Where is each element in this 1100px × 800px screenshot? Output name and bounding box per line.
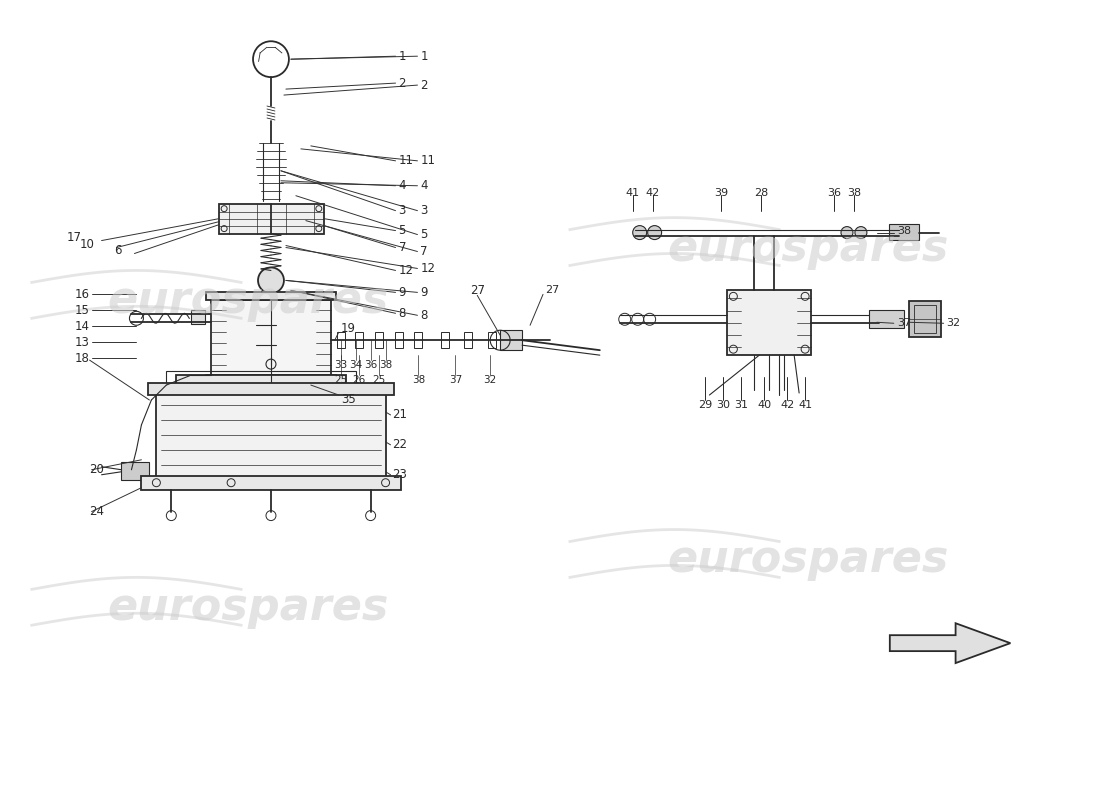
Text: 34: 34	[349, 360, 362, 370]
Bar	[206, 375, 336, 383]
Text: 23: 23	[393, 468, 407, 482]
Text: 32: 32	[484, 375, 497, 385]
Text: 21: 21	[393, 409, 407, 422]
Text: 3: 3	[420, 204, 428, 217]
Text: 16: 16	[75, 288, 89, 301]
Text: 25: 25	[372, 375, 385, 385]
Bar	[727, 290, 811, 355]
Text: 3: 3	[398, 204, 406, 217]
Bar	[441, 332, 450, 348]
Bar	[415, 332, 422, 348]
Text: 27: 27	[471, 284, 485, 297]
Text: eurospares: eurospares	[667, 227, 948, 270]
Text: 9: 9	[398, 286, 406, 299]
Bar	[337, 332, 344, 348]
Bar	[166, 371, 355, 395]
Bar	[889, 224, 918, 239]
Bar	[156, 390, 386, 480]
Text: eurospares: eurospares	[667, 538, 948, 581]
Bar	[211, 300, 331, 375]
Text: 4: 4	[398, 179, 406, 192]
Circle shape	[648, 226, 661, 239]
Text: 8: 8	[420, 309, 428, 322]
Text: 5: 5	[420, 228, 428, 241]
Bar	[176, 375, 345, 391]
Text: 12: 12	[398, 264, 414, 277]
Bar	[488, 332, 496, 348]
Text: 25: 25	[334, 375, 348, 385]
Text: 18: 18	[75, 352, 89, 365]
Text: 22: 22	[393, 438, 407, 451]
Text: eurospares: eurospares	[108, 586, 389, 629]
Bar	[914, 306, 936, 334]
Text: 15: 15	[75, 304, 89, 317]
Text: 19: 19	[341, 322, 355, 334]
Circle shape	[855, 226, 867, 238]
Bar	[500, 330, 522, 350]
Text: 12: 12	[420, 262, 436, 275]
Text: 38: 38	[847, 188, 861, 198]
Text: 28: 28	[755, 188, 769, 198]
Text: 31: 31	[735, 400, 748, 410]
Text: 37: 37	[449, 375, 462, 385]
Text: 36: 36	[364, 360, 377, 370]
Text: 7: 7	[420, 245, 428, 258]
Polygon shape	[890, 623, 1011, 663]
Text: 39: 39	[714, 188, 728, 198]
Text: 32: 32	[947, 318, 960, 328]
Text: 10: 10	[79, 238, 95, 251]
Circle shape	[632, 226, 647, 239]
Text: 6: 6	[114, 244, 121, 257]
Text: 7: 7	[398, 241, 406, 254]
Text: 13: 13	[75, 336, 89, 349]
Text: 11: 11	[420, 154, 436, 167]
Bar	[909, 302, 940, 338]
Text: 11: 11	[398, 154, 414, 167]
Circle shape	[842, 226, 852, 238]
Text: 26: 26	[352, 375, 365, 385]
Text: 14: 14	[75, 320, 89, 333]
Text: 41: 41	[798, 400, 812, 410]
Text: 42: 42	[646, 188, 660, 198]
Bar	[375, 332, 383, 348]
Text: 38: 38	[411, 375, 425, 385]
Text: 42: 42	[780, 400, 794, 410]
Text: 9: 9	[420, 286, 428, 299]
Text: 17: 17	[67, 231, 81, 244]
Circle shape	[258, 267, 284, 294]
Text: 4: 4	[420, 179, 428, 192]
Bar	[219, 204, 323, 234]
Text: 38: 38	[896, 226, 911, 235]
Text: eurospares: eurospares	[108, 279, 389, 322]
Text: 30: 30	[716, 400, 730, 410]
Text: 41: 41	[626, 188, 640, 198]
Text: 24: 24	[89, 505, 104, 518]
Bar	[869, 310, 904, 328]
Bar	[354, 332, 363, 348]
Bar	[206, 292, 336, 300]
Bar	[464, 332, 472, 348]
Bar	[191, 310, 206, 324]
Text: 5: 5	[398, 224, 406, 237]
Text: 40: 40	[757, 400, 771, 410]
Text: 1: 1	[398, 50, 406, 62]
Text: 37: 37	[896, 318, 911, 328]
Bar	[395, 332, 403, 348]
Text: 38: 38	[378, 360, 393, 370]
Text: 2: 2	[420, 78, 428, 91]
Text: 35: 35	[341, 394, 355, 406]
Text: 20: 20	[89, 463, 104, 476]
Text: 27: 27	[544, 286, 559, 295]
Bar	[121, 462, 150, 480]
Text: 29: 29	[698, 400, 713, 410]
Text: 8: 8	[398, 307, 406, 320]
Text: 2: 2	[398, 77, 406, 90]
Bar	[142, 476, 400, 490]
Text: 1: 1	[420, 50, 428, 62]
Text: 36: 36	[827, 188, 842, 198]
Text: 33: 33	[334, 360, 348, 370]
Bar	[148, 383, 394, 395]
